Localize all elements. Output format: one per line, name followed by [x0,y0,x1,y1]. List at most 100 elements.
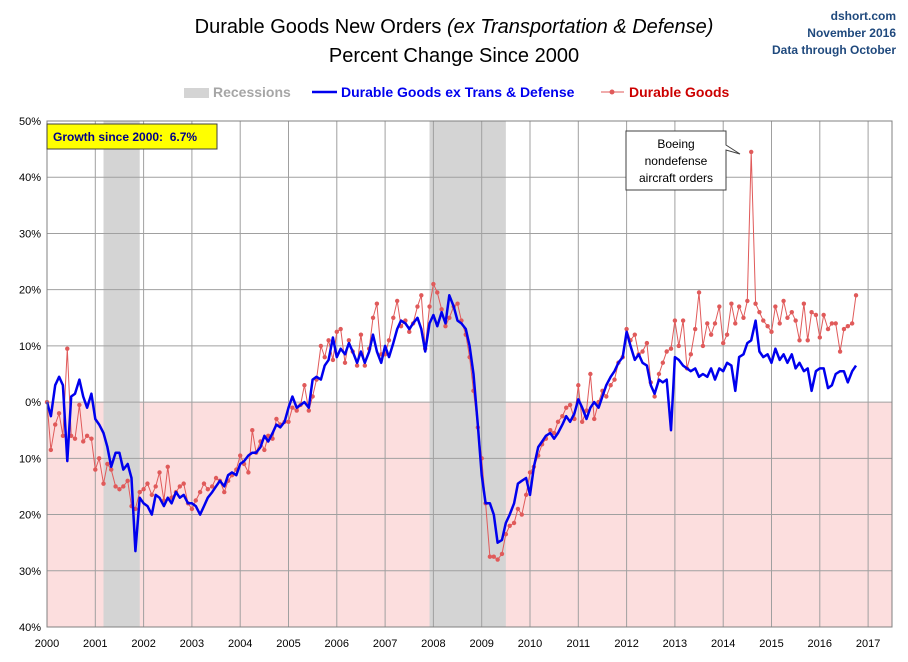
durable-goods-point [246,470,251,475]
durable-goods-point [77,402,82,408]
x-tick-label: 2009 [469,638,493,650]
durable-goods-point [113,484,118,489]
growth-callout-box [46,123,218,150]
durable-goods-point [853,293,859,298]
series-ex-trans-defense-line [45,294,858,553]
durable-goods-point [435,290,440,295]
durable-goods-point [680,318,686,323]
x-tick-label: 2015 [759,638,783,650]
durable-goods-point [53,422,58,427]
durable-goods-point [564,405,569,410]
durable-goods-point [632,332,638,337]
y-tick-label: 40% [19,622,41,634]
durable-goods-point [342,360,348,365]
durable-goods-point [592,416,597,422]
durable-goods-point [765,324,770,329]
durable-goods-point [705,321,710,326]
durable-goods-point [89,436,94,441]
durable-goods-point [56,411,62,416]
durable-goods-point [427,304,432,309]
x-tick-label: 2000 [35,638,59,650]
durable-goods-point [362,363,368,368]
durable-goods-point [455,301,460,306]
durable-goods-point [495,557,500,562]
durable-goods-point [660,360,666,365]
durable-goods-point [72,436,78,441]
durable-goods-point [515,506,521,512]
durable-goods-point [769,329,774,335]
durable-goods-point [688,352,694,357]
durable-goods-point [141,487,146,492]
annotation-line-2: nondefense [645,154,708,168]
durable-goods-point [101,481,106,486]
durable-goods-point [334,329,339,335]
y-tick-label: 50% [19,116,41,128]
durable-goods-point [443,324,448,329]
durable-goods-point [326,338,331,343]
y-tick-label: 40% [19,172,41,184]
durable-goods-point [487,554,493,559]
durable-goods-point [507,523,512,528]
growth-callout-text: Growth since 2000: 6.7% [53,130,197,144]
x-tick-label: 2007 [373,638,397,650]
durable-goods-point [354,363,360,368]
durable-goods-point [664,349,669,354]
date-label: November 2016 [807,26,896,40]
durable-goods-point [274,416,279,422]
durable-goods-point [797,338,802,343]
durable-goods-point [48,447,54,453]
durable-goods-point [773,304,778,309]
durable-goods-point [668,346,674,351]
durable-goods-point [761,318,766,323]
durable-goods-point [612,377,617,382]
durable-goods-point [733,321,738,326]
durable-goods-point [105,461,110,467]
durable-goods-point [157,470,162,475]
durable-goods-point [676,343,681,349]
recession-band-2 [429,121,506,627]
x-tick-label: 2005 [276,638,300,650]
durable-goods-point [624,326,629,332]
legend-secondary-marker [609,89,615,95]
durable-goods-point [165,464,170,469]
annotation-line-1: Boeing [657,137,694,151]
durable-goods-point [338,326,343,332]
y-tick-label: 30% [19,566,41,578]
chart-title-parenthetical: (ex Transportation & Defense) [447,16,713,38]
durable-goods-point [805,338,810,343]
durable-goods-point [374,301,380,306]
durable-goods-point [346,338,352,343]
durable-goods-point [84,433,90,439]
durable-goods-point [777,321,782,326]
x-axis-ticks: 2000 2001 2002 2003 2004 2005 2006 2007 2008 2009… [35,638,881,650]
x-tick-label: 2010 [518,638,542,650]
durable-goods-point [145,481,150,486]
durable-goods-point [817,335,822,340]
boeing-annotation: Boeing nondefense aircraft orders [625,130,741,191]
durable-goods-point [302,383,307,388]
durable-goods-point [849,321,855,326]
durable-goods-point [837,349,843,354]
legend-secondary-label: Durable Goods [629,84,730,100]
durable-goods-point [177,484,183,489]
durable-goods-point [197,489,203,495]
durable-goods-point [415,304,420,309]
durable-goods-point [499,551,505,557]
durable-goods-point [608,383,613,388]
source-label: dshort.com [831,9,896,23]
x-tick-label: 2016 [808,638,832,650]
durable-goods-point [213,475,219,481]
durable-goods-point [439,307,444,312]
durable-goods-point [841,326,847,332]
durable-goods-point [149,492,155,498]
x-tick-label: 2008 [421,638,445,650]
durable-goods-point [60,433,66,439]
durable-goods-point [391,315,396,320]
durable-goods-point [262,447,267,453]
durable-goods-point [153,484,158,489]
y-tick-label: 30% [19,228,41,240]
durable-goods-point [551,430,557,436]
durable-goods-point [117,487,122,492]
durable-goods-point [419,293,424,298]
durable-goods-point [560,413,565,419]
